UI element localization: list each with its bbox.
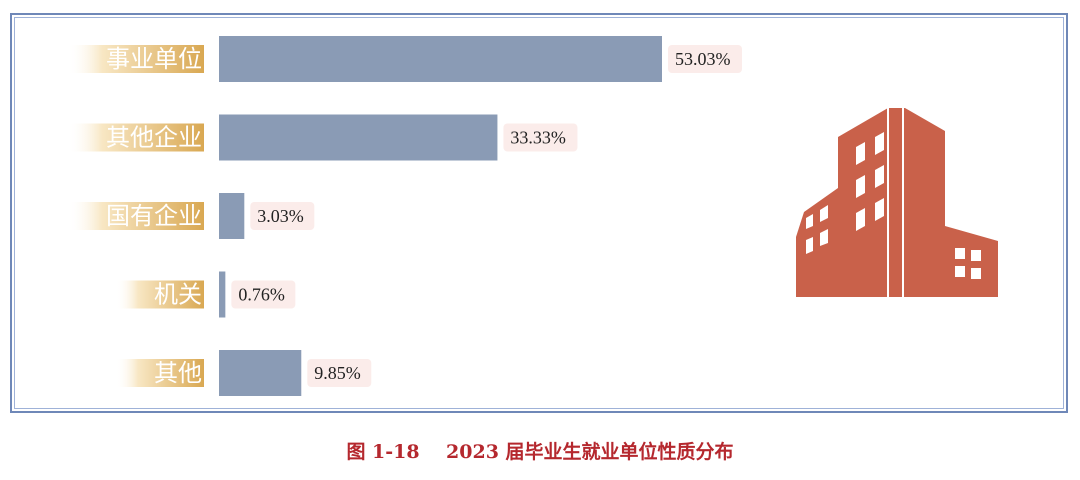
category-label-bg <box>68 45 204 73</box>
category-label: 事业单位 <box>106 45 202 73</box>
category-label-bg <box>116 359 204 387</box>
bar <box>219 350 302 396</box>
category-label-bg <box>68 202 204 230</box>
value-label-bg <box>307 359 372 387</box>
value-label: 3.03% <box>257 206 304 226</box>
value-label-bg <box>231 280 296 309</box>
category-label: 机关 <box>154 281 202 309</box>
bar <box>219 114 498 161</box>
category-label: 其他 <box>154 359 202 387</box>
bar <box>219 36 662 82</box>
bar <box>219 193 245 239</box>
value-label-bg <box>250 202 315 230</box>
value-label-bg <box>668 45 742 73</box>
bar <box>219 271 226 318</box>
value-label-bg <box>503 123 578 152</box>
category-label-bg <box>116 280 204 309</box>
value-label: 0.76% <box>238 285 285 305</box>
figure-caption: 图 1-18 2023 届毕业生就业单位性质分布 <box>346 441 734 463</box>
category-label: 国有企业 <box>106 202 202 230</box>
category-label: 其他企业 <box>106 124 202 152</box>
category-label-bg <box>68 123 204 152</box>
bars-layer: 事业单位 53.03% 其他企业 33.33% 国有企业 3.03% 机关 0.76% 其他 9.… <box>68 36 742 396</box>
value-label: 53.03% <box>675 49 731 69</box>
office-building-icon <box>796 108 998 297</box>
value-label: 33.33% <box>510 128 566 148</box>
value-label: 9.85% <box>314 363 361 383</box>
